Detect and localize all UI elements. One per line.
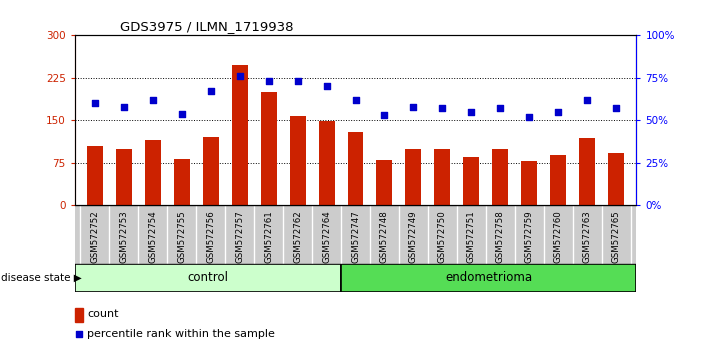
- Point: [350, 97, 361, 103]
- Point: [466, 109, 477, 115]
- Text: GSM572760: GSM572760: [554, 210, 562, 263]
- Bar: [116, 149, 132, 205]
- Text: GSM572751: GSM572751: [467, 210, 476, 263]
- Text: GSM572762: GSM572762: [293, 210, 302, 263]
- Bar: [492, 149, 508, 205]
- Point: [437, 105, 448, 111]
- Text: GSM572749: GSM572749: [409, 210, 418, 263]
- Text: GSM572765: GSM572765: [611, 210, 621, 263]
- Bar: [145, 140, 161, 205]
- Text: GSM572754: GSM572754: [149, 210, 157, 263]
- Bar: [75, 308, 83, 321]
- Point: [147, 97, 159, 103]
- Text: GSM572747: GSM572747: [351, 210, 360, 263]
- Point: [118, 104, 129, 110]
- Text: GSM572752: GSM572752: [90, 210, 100, 263]
- Bar: [377, 160, 392, 205]
- Bar: [87, 146, 103, 205]
- Point: [176, 111, 188, 116]
- Bar: [289, 116, 306, 205]
- Bar: [75, 264, 341, 292]
- Bar: [203, 137, 219, 205]
- Bar: [232, 65, 247, 205]
- Text: GSM572756: GSM572756: [206, 210, 215, 263]
- Point: [292, 79, 304, 84]
- Text: percentile rank within the sample: percentile rank within the sample: [87, 329, 275, 339]
- Text: GSM572753: GSM572753: [119, 210, 129, 263]
- Bar: [579, 138, 595, 205]
- Bar: [348, 132, 363, 205]
- Point: [495, 105, 506, 111]
- Text: disease state ▶: disease state ▶: [1, 273, 82, 283]
- Text: GSM572764: GSM572764: [322, 210, 331, 263]
- Point: [321, 84, 332, 89]
- Bar: [608, 153, 624, 205]
- Point: [205, 88, 216, 94]
- Point: [407, 104, 419, 110]
- Bar: [173, 159, 190, 205]
- Text: GSM572757: GSM572757: [235, 210, 244, 263]
- Bar: [261, 92, 277, 205]
- Text: endometrioma: endometrioma: [445, 272, 532, 284]
- Text: control: control: [187, 272, 228, 284]
- Text: GSM572748: GSM572748: [380, 210, 389, 263]
- Point: [90, 101, 101, 106]
- Bar: [464, 157, 479, 205]
- Bar: [405, 149, 422, 205]
- Text: GSM572758: GSM572758: [496, 210, 505, 263]
- Point: [582, 97, 593, 103]
- Text: GSM572761: GSM572761: [264, 210, 273, 263]
- Bar: [319, 121, 334, 205]
- Point: [552, 109, 564, 115]
- Point: [610, 105, 621, 111]
- Point: [379, 113, 390, 118]
- Text: GSM572763: GSM572763: [582, 210, 592, 263]
- Bar: [434, 149, 450, 205]
- Text: GDS3975 / ILMN_1719938: GDS3975 / ILMN_1719938: [119, 20, 293, 33]
- Bar: [521, 161, 538, 205]
- Bar: [341, 264, 636, 292]
- Point: [263, 79, 274, 84]
- Text: count: count: [87, 309, 119, 319]
- Text: GSM572759: GSM572759: [525, 210, 534, 263]
- Bar: [550, 155, 566, 205]
- Point: [73, 331, 85, 337]
- Point: [234, 73, 245, 79]
- Point: [523, 114, 535, 120]
- Text: GSM572755: GSM572755: [177, 210, 186, 263]
- Text: GSM572750: GSM572750: [438, 210, 447, 263]
